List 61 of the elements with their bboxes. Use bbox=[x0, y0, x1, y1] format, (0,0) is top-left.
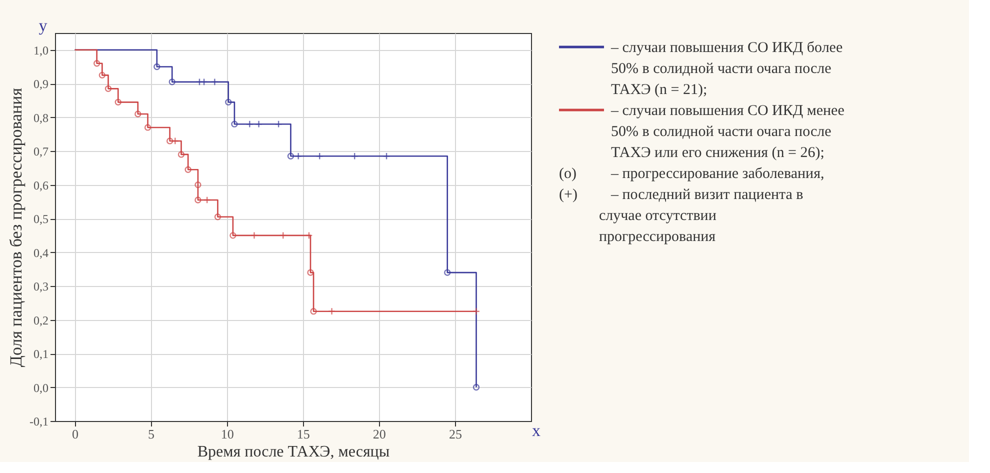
point bbox=[196, 78, 204, 86]
point bbox=[168, 78, 176, 86]
point bbox=[230, 232, 236, 239]
y-tick-label: 0,4 bbox=[34, 246, 48, 260]
legend-label: – случаи повышения СО ИКД более 50% в солидной части очага после ТАХЭ (n = 21); bbox=[610, 40, 843, 98]
text: (o) bbox=[559, 166, 576, 182]
point bbox=[114, 98, 122, 106]
point bbox=[382, 152, 390, 160]
point bbox=[214, 214, 222, 220]
point bbox=[274, 120, 282, 128]
point bbox=[444, 269, 451, 276]
point bbox=[246, 120, 254, 128]
y-tick-label: 0,2 bbox=[34, 313, 48, 328]
point bbox=[104, 85, 112, 92]
point bbox=[310, 308, 317, 315]
x-tick-label: 10 bbox=[220, 426, 234, 442]
text: – последний визит пациента в случае отсутствии прогрессирования bbox=[599, 187, 804, 245]
y-axis-title: Доля пациентов без прогрессирования bbox=[6, 88, 26, 368]
point bbox=[200, 78, 208, 86]
point bbox=[210, 78, 218, 86]
point bbox=[194, 181, 202, 188]
y-tick-label: 0,5 bbox=[34, 212, 48, 226]
point bbox=[255, 120, 263, 128]
point bbox=[203, 196, 211, 204]
point bbox=[250, 232, 258, 240]
text: (+) bbox=[559, 187, 578, 203]
point bbox=[225, 98, 232, 106]
y-tick-label: 0,7 bbox=[34, 144, 48, 159]
y-tick-label: 0,0 bbox=[34, 380, 48, 395]
x-tick-label: 25 bbox=[448, 426, 462, 442]
point bbox=[194, 196, 202, 204]
x-tick-label: 0 bbox=[72, 426, 79, 442]
text: y bbox=[38, 16, 48, 35]
y-tick-label: 0,1 bbox=[34, 347, 48, 362]
point bbox=[279, 232, 287, 240]
y-tick-label: 0,3 bbox=[34, 280, 48, 294]
point bbox=[307, 269, 314, 276]
point bbox=[144, 124, 152, 131]
text: – прогрессирование заболевания, bbox=[610, 166, 824, 182]
point bbox=[305, 232, 313, 240]
point bbox=[184, 166, 192, 173]
point bbox=[93, 60, 100, 67]
y-tick-label: -0,1 bbox=[30, 414, 48, 428]
point bbox=[178, 151, 185, 158]
point bbox=[328, 308, 336, 316]
x-tick-label: 5 bbox=[148, 426, 155, 442]
x-tick-label: 20 bbox=[372, 426, 386, 442]
point bbox=[350, 152, 358, 160]
y-tick-label: 0,6 bbox=[34, 178, 48, 192]
point bbox=[134, 110, 142, 118]
point bbox=[316, 152, 324, 160]
text: x bbox=[532, 421, 541, 440]
point bbox=[154, 63, 160, 70]
legend-label: – случаи повышения СО ИКД менее 50% в солидной части очага после ТАХЭ или его снижения (n = 26); bbox=[610, 103, 845, 161]
y-tick-label: 0,9 bbox=[34, 77, 48, 92]
x-tick-label: 15 bbox=[296, 426, 310, 442]
x-axis-title: Время после ТАХЭ, месяцы bbox=[197, 444, 390, 460]
point bbox=[98, 72, 106, 79]
point bbox=[231, 120, 238, 128]
y-tick-label: 0,8 bbox=[34, 110, 48, 125]
y-tick-label: 1,0 bbox=[34, 43, 48, 58]
